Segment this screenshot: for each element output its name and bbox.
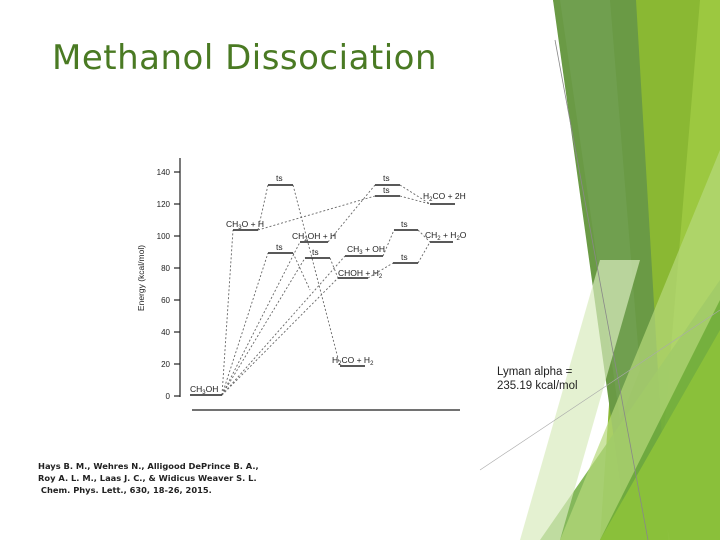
citation-line-2: Roy A. L. M., Laas J. C., & Widicus Weav…: [38, 473, 257, 483]
citation-line-1: Hays B. M., Wehres N., Alligood DePrince…: [38, 461, 259, 471]
y-tick-20: 20: [161, 360, 170, 369]
label-ch2oh-h: CH2OH + H: [292, 231, 336, 243]
citation: Hays B. M., Wehres N., Alligood DePrince…: [38, 460, 259, 496]
y-tick-60: 60: [161, 296, 170, 305]
label-ts-4: ts: [383, 173, 390, 183]
label-ch2-h2o: CH2 + H2O: [425, 230, 467, 242]
lyman-alpha-note: Lyman alpha = 235.19 kcal/mol: [497, 365, 578, 393]
label-h2co-h2: H2CO + H2: [332, 355, 374, 367]
energy-levels: [190, 184, 455, 396]
y-tick-40: 40: [161, 328, 170, 337]
label-ts-7: ts: [401, 252, 408, 262]
y-axis: [174, 158, 181, 397]
y-tick-labels: 140 120 100 80 60 40 20 0: [157, 168, 171, 401]
y-tick-140: 140: [157, 168, 171, 177]
note-line-2: 235.19 kcal/mol: [497, 380, 578, 392]
y-tick-100: 100: [157, 232, 171, 241]
citation-line-3: Chem. Phys. Lett., 630, 18-26, 2015.: [38, 485, 212, 495]
label-ts-1: ts: [276, 173, 283, 183]
y-tick-0: 0: [166, 392, 171, 401]
slide-title: Methanol Dissociation: [52, 38, 438, 78]
label-ts-3: ts: [312, 247, 319, 257]
label-ts-5: ts: [383, 185, 390, 195]
label-ch3o-h: CH3O + H: [226, 219, 264, 231]
label-ts-2: ts: [276, 242, 283, 252]
label-choh-h2: CHOH + H2: [338, 268, 383, 280]
label-h2co-2h: H2CO + 2H: [423, 191, 466, 203]
reaction-paths: [221, 184, 431, 396]
y-tick-120: 120: [157, 200, 171, 209]
y-axis-label: Energy (kcal/mol): [136, 245, 146, 311]
note-line-1: Lyman alpha =: [497, 366, 573, 378]
label-ch3-oh: CH3 + OH: [347, 244, 385, 256]
level-labels: CH3OH CH3O + H ts ts CH2OH + H ts CH3 + …: [190, 173, 467, 396]
label-ch3oh: CH3OH: [190, 384, 218, 396]
y-tick-80: 80: [161, 264, 170, 273]
label-ts-6: ts: [401, 219, 408, 229]
